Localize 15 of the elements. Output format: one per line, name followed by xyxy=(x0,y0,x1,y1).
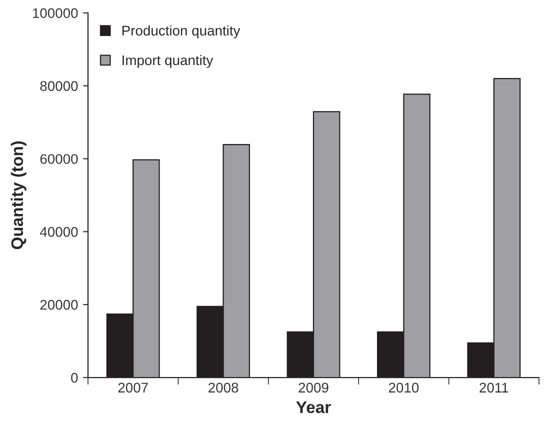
x-tick-label: 2011 xyxy=(480,382,508,393)
legend-label: Production quantity xyxy=(122,25,240,38)
x-tick-label: 2009 xyxy=(298,382,328,393)
y-tick-label: 80000 xyxy=(40,81,78,91)
y-tick-label: 100000 xyxy=(32,8,78,18)
x-tick-label: 2008 xyxy=(208,382,238,393)
legend-label: Import quantity xyxy=(122,54,214,68)
y-tick-label: 20000 xyxy=(40,300,78,310)
y-tick-label: 60000 xyxy=(40,154,78,164)
y-axis-title: Quantity (ton) xyxy=(10,141,26,250)
y-tick-label: 0 xyxy=(71,372,78,383)
x-tick-label: 2010 xyxy=(388,382,419,393)
y-tick-label: 40000 xyxy=(40,226,78,237)
x-tick-label: 2007 xyxy=(118,382,148,393)
x-axis-title: Year xyxy=(296,401,331,414)
